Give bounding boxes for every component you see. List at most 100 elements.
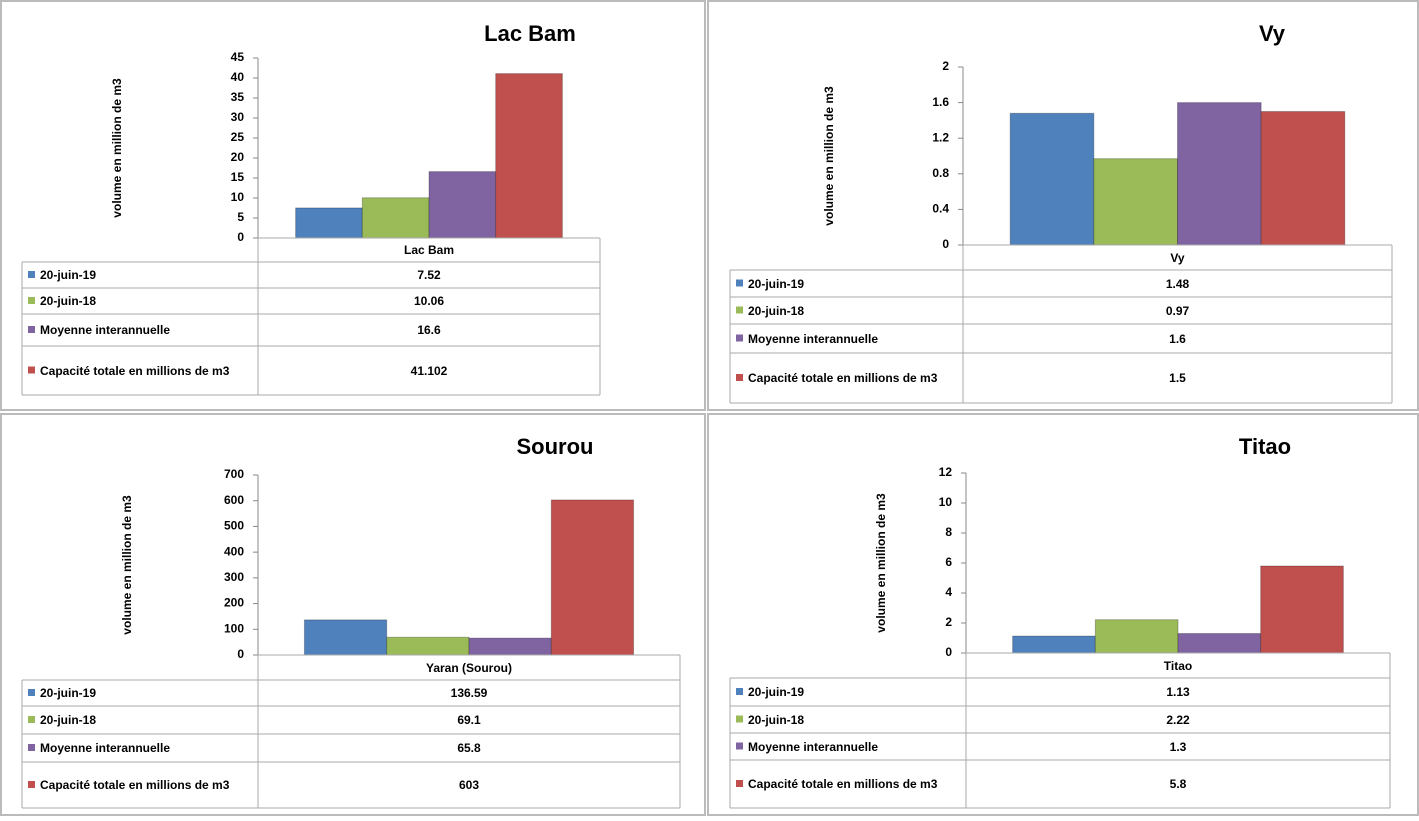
- legend-label: Moyenne interannuelle: [748, 331, 879, 346]
- y-tick-label: 12: [939, 465, 953, 479]
- y-tick-label: 10: [231, 190, 245, 204]
- y-tick-label: 0: [237, 647, 244, 661]
- legend-label-box: 20-juin-18: [748, 713, 804, 727]
- chart-title: Titao: [1239, 434, 1291, 459]
- table-value-box: 136.59: [450, 686, 488, 700]
- table-value: 603: [458, 778, 480, 792]
- chart-title: Lac Bam: [484, 21, 576, 46]
- category-label-box: Yaran (Sourou): [425, 660, 512, 675]
- legend-swatch: [28, 689, 35, 696]
- legend-swatch: [736, 334, 743, 342]
- legend-label-box: Moyenne interannuelle: [40, 741, 170, 755]
- y-tick-label: 600: [224, 493, 244, 507]
- table-value-box: 1.3: [1170, 740, 1187, 754]
- table-value-box: 0.97: [1165, 303, 1190, 318]
- legend-swatch: [736, 279, 743, 287]
- table-value: 136.59: [450, 686, 488, 700]
- y-tick-label: 35: [231, 90, 245, 104]
- bar: [1012, 635, 1096, 654]
- legend-label: 20-juin-19: [40, 268, 97, 282]
- bar: [1260, 111, 1346, 246]
- y-tick-label: 15: [231, 170, 245, 184]
- legend-swatch: [28, 366, 35, 374]
- y-tick-label: 0: [942, 237, 949, 251]
- legend-label-box: 20-juin-19: [748, 276, 805, 291]
- legend-swatch: [736, 374, 743, 381]
- y-tick-label: 0.8: [932, 166, 949, 180]
- category-label: Yaran (Sourou): [425, 660, 512, 675]
- legend-label-box: 20-juin-19: [748, 685, 805, 699]
- legend-label: 20-juin-18: [40, 713, 97, 727]
- bar: [550, 499, 635, 656]
- legend-label-box: Capacité totale en millions de m3: [748, 371, 938, 385]
- legend-label-box: Capacité totale en millions de m3: [40, 778, 229, 792]
- y-tick-label: 4: [945, 585, 952, 599]
- bar: [468, 637, 552, 656]
- table-value-box: 2.22: [1166, 712, 1190, 727]
- table-value: 7.52: [417, 268, 441, 282]
- legend-swatch: [736, 688, 743, 695]
- table-value-box: 1.13: [1166, 685, 1189, 699]
- table-value: 5.8: [1169, 777, 1187, 791]
- y-tick-label: 20: [231, 150, 245, 164]
- bar: [495, 73, 563, 239]
- legend-label: 20-juin-19: [748, 685, 805, 699]
- bar: [303, 619, 388, 656]
- table-value-box: 5.8: [1169, 777, 1187, 791]
- category-label: Vy: [1170, 250, 1185, 265]
- legend-label: 20-juin-19: [748, 276, 805, 291]
- table-value: 69.1: [457, 713, 481, 727]
- y-tick-label: 1.6: [932, 95, 949, 109]
- table-value-box: 16.6: [417, 323, 440, 337]
- legend-swatch: [28, 326, 35, 333]
- legend-swatch: [736, 780, 743, 787]
- bar: [1260, 565, 1344, 654]
- legend-label-box: Capacité totale en millions de m3: [748, 777, 938, 791]
- table-value: 1.6: [1169, 331, 1186, 346]
- legend-label: Capacité totale en millions de m3: [748, 777, 938, 791]
- legend-swatch: [736, 306, 743, 314]
- bar: [1177, 633, 1262, 654]
- panel-frame: [707, 413, 1419, 816]
- table-value: 1.48: [1165, 276, 1190, 291]
- y-tick-label: 45: [231, 50, 245, 64]
- category-label-box: Titao: [1164, 659, 1192, 673]
- table-value-box: 41.102: [410, 363, 448, 378]
- y-tick-label: 500: [224, 519, 244, 533]
- table-value-box: 7.52: [417, 268, 441, 282]
- bar: [386, 636, 470, 656]
- legend-label-box: 20-juin-19: [40, 686, 96, 700]
- legend-label-box: 20-juin-19: [40, 268, 97, 282]
- bar: [1177, 102, 1262, 246]
- legend-label-box: Capacité totale en millions de m3: [40, 363, 230, 378]
- y-tick-label: 25: [231, 130, 245, 144]
- legend-label-box: 20-juin-18: [40, 713, 97, 727]
- y-tick-label: 6: [945, 555, 952, 569]
- table-value: 2.22: [1166, 712, 1190, 727]
- table-value-box: 603: [458, 778, 480, 792]
- y-tick-label: 2: [942, 59, 949, 73]
- legend-swatch: [28, 744, 35, 751]
- table-value: 41.102: [410, 363, 448, 378]
- table-value-box: 65.8: [457, 741, 480, 755]
- legend-label: 20-juin-18: [40, 294, 97, 308]
- table-value: 0.97: [1165, 303, 1190, 318]
- table-value-box: 1.48: [1165, 276, 1190, 291]
- legend-label: Capacité totale en millions de m3: [748, 371, 938, 385]
- legend-label: Capacité totale en millions de m3: [40, 363, 230, 378]
- legend-label-box: Moyenne interannuelle: [40, 323, 170, 337]
- y-tick-label: 1.2: [932, 130, 949, 144]
- y-axis-label: volume en million de m3: [822, 86, 836, 226]
- legend-label-box: 20-juin-18: [40, 294, 97, 308]
- bar: [1094, 619, 1179, 654]
- y-axis-label: volume en million de m3: [120, 495, 134, 635]
- table-value-box: 1.5: [1169, 371, 1186, 385]
- y-tick-label: 100: [224, 621, 244, 635]
- bar: [1009, 112, 1095, 246]
- legend-swatch: [28, 716, 35, 723]
- legend-swatch: [28, 781, 35, 788]
- y-tick-label: 200: [224, 596, 244, 610]
- bar: [428, 171, 497, 239]
- y-axis-label: volume en million de m3: [110, 78, 124, 218]
